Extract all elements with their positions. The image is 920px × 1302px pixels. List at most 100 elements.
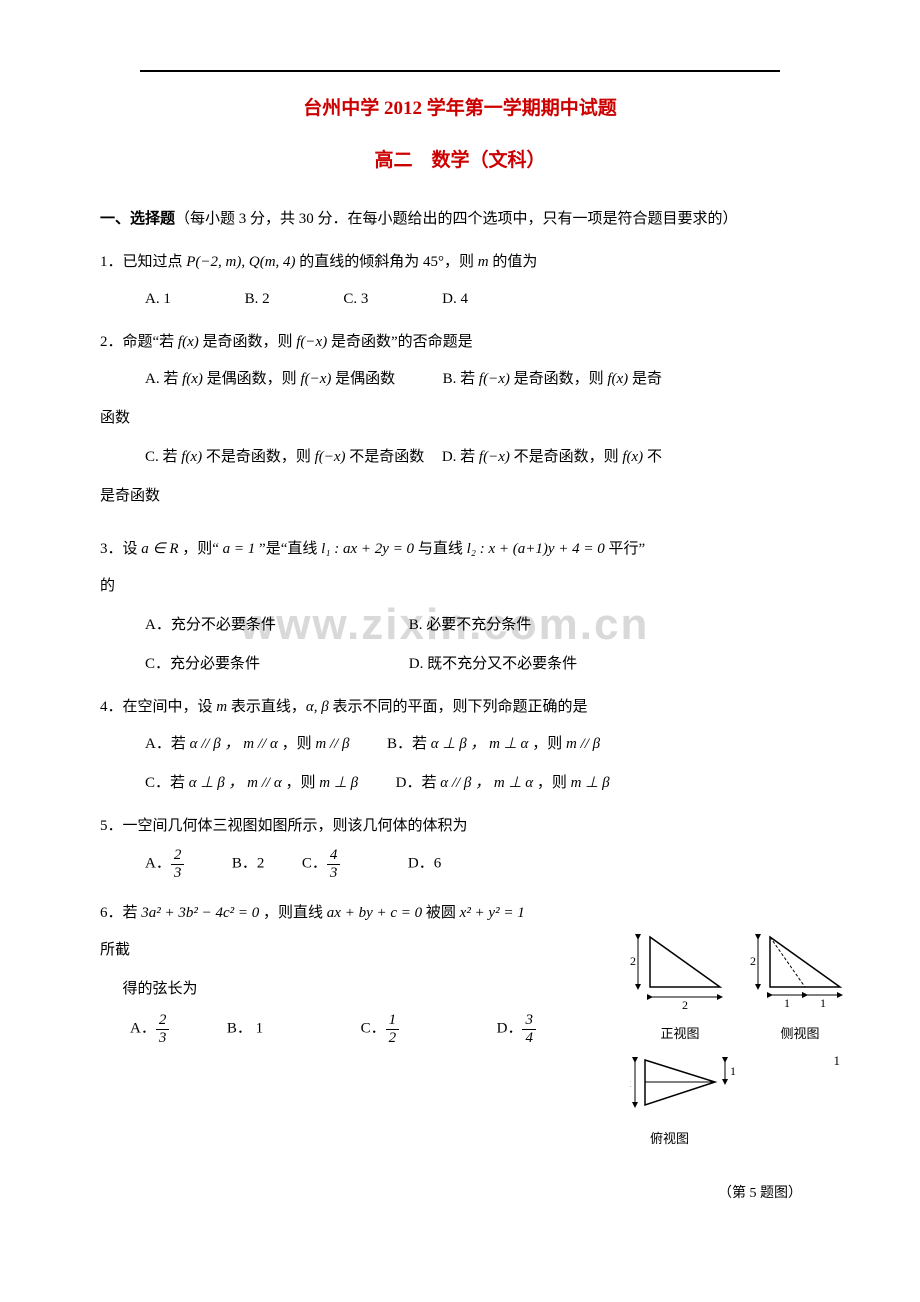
q4-A-cond: α // β ， m // α	[190, 736, 278, 752]
q3-l2: l₂ : x + (a+1)y + 4 = 0	[467, 541, 605, 557]
q2-C-fx: f(x)	[181, 449, 202, 465]
content-area: 一、选择题（每小题 3 分，共 30 分．在每小题给出的四个选项中，只有一项是符…	[60, 203, 860, 1046]
q2-C-a: C. 若	[145, 449, 181, 465]
q6-b: ，则直线	[259, 905, 327, 921]
q2-a: 2．命题“若	[100, 334, 178, 350]
q2-A-a: A. 若	[145, 371, 182, 387]
q1-A: A. 1	[145, 283, 171, 316]
q3-a1: a = 1	[223, 541, 256, 557]
q4-D-cond: α // β ， m ⊥ α	[440, 775, 533, 791]
q1-m: m	[478, 254, 489, 270]
q4-A-b: ，则	[278, 736, 316, 752]
q2-B-fmx: f(−x)	[479, 371, 510, 387]
q6-C-num: 1	[386, 1012, 400, 1030]
q5-C-frac: 43	[327, 847, 341, 881]
q2-b: 是奇函数，则	[199, 334, 297, 350]
q6-a: 6．若	[100, 905, 141, 921]
q5-A-den: 3	[171, 865, 185, 882]
q6-A-den: 3	[156, 1030, 170, 1047]
side-label: 侧视图	[750, 1022, 850, 1045]
question-3: 3．设 a ∈ R ，则“ a = 1 ”是“直线 l₁ : ax + 2y =…	[100, 533, 820, 566]
q2-D-a: D. 若	[442, 449, 479, 465]
q4-D-res: m ⊥ β	[571, 775, 610, 791]
q4-row1: A．若 α // β ， m // α ，则 m // β B．若 α ⊥ β …	[145, 728, 820, 761]
front-w: 2	[682, 998, 688, 1010]
q2-B-c: 是奇	[628, 371, 662, 387]
q6-C-frac: 12	[386, 1012, 400, 1046]
q5-A-frac: 23	[171, 847, 185, 881]
q4-D-a: D．若	[396, 775, 441, 791]
front-h: 2	[630, 954, 636, 968]
q4-C-b: ，则	[282, 775, 320, 791]
q3-b: ，则“	[179, 541, 223, 557]
q4-C-res: m ⊥ β	[319, 775, 358, 791]
q5-C-label: C．	[302, 856, 327, 872]
figure-group: 2 2 正视图 2 1 1 侧视图 2	[630, 932, 890, 1206]
q2-D-b: 不是奇函数，则	[510, 449, 623, 465]
q1-C: C. 3	[343, 283, 368, 316]
q4-ab: α, β	[306, 699, 329, 715]
q6-D-num: 3	[522, 1012, 536, 1030]
section-instr: （每小题 3 分，共 30 分．在每小题给出的四个选项中，只有一项是符合题目要求…	[175, 211, 738, 227]
q6-D-den: 4	[522, 1030, 536, 1047]
q4-B-res: m // β	[566, 736, 600, 752]
q2-D-fmx: f(−x)	[479, 449, 510, 465]
q4-B-a: B．若	[387, 736, 431, 752]
q2-cont: 函数	[100, 402, 820, 435]
section-label: 一、选择题	[100, 211, 175, 227]
q3-cont: 的	[100, 570, 820, 603]
q2-B-b: 是奇函数，则	[510, 371, 608, 387]
q4-C-cond: α ⊥ β ， m // α	[189, 775, 282, 791]
q3-c: ”是“直线	[255, 541, 321, 557]
q4-A-res: m // β	[315, 736, 349, 752]
front-label: 正视图	[630, 1022, 730, 1045]
question-6: 6．若 3a² + 3b² − 4c² = 0 ，则直线 ax + by + c…	[100, 897, 820, 930]
q5-B: B．2	[232, 856, 265, 872]
q5-D: D．6	[408, 856, 441, 872]
top-label: 俯视图	[650, 1127, 890, 1150]
q6-C-den: 2	[386, 1030, 400, 1047]
header-rule	[140, 70, 780, 72]
q1-D: D. 4	[442, 283, 468, 316]
question-5: 5．一空间几何体三视图如图所示，则该几何体的体积为	[100, 810, 820, 843]
q3-d: 与直线	[414, 541, 467, 557]
top-view-svg: 2 1	[630, 1055, 750, 1115]
q5-C-num: 4	[327, 847, 341, 865]
q6-A-num: 2	[156, 1012, 170, 1030]
q6-B: B． 1	[227, 1021, 263, 1037]
q2-A-fx: f(x)	[182, 371, 203, 387]
q4-B-cond: α ⊥ β ， m ⊥ α	[431, 736, 529, 752]
q2-C-b: 不是奇函数，则	[202, 449, 315, 465]
q5-C-den: 3	[327, 865, 341, 882]
q2-row2: C. 若 f(x) 不是奇函数，则 f(−x) 不是奇函数 D. 若 f(−x)…	[145, 441, 820, 474]
q2-A-c: 是偶函数	[331, 371, 395, 387]
side-view-svg: 2 1 1	[750, 932, 850, 1010]
q4-c: 表示不同的平面，则下列命题正确的是	[329, 699, 588, 715]
top-view: 2 1 俯视图	[630, 1055, 890, 1150]
side-h: 2	[750, 954, 756, 968]
q2-B-a: B. 若	[443, 371, 479, 387]
question-2: 2．命题“若 f(x) 是奇函数，则 f(−x) 是奇函数”的否命题是	[100, 326, 820, 359]
q4-B-b: ，则	[528, 736, 566, 752]
q2-D-c: 不	[643, 449, 662, 465]
side-w2: 1	[820, 996, 826, 1010]
q6-D-frac: 34	[522, 1012, 536, 1046]
section-header: 一、选择题（每小题 3 分，共 30 分．在每小题给出的四个选项中，只有一项是符…	[100, 203, 820, 236]
q2-cont2: 是奇函数	[100, 480, 820, 513]
q3-l1: l₁ : ax + 2y = 0	[321, 541, 414, 557]
question-4: 4．在空间中，设 m 表示直线，α, β 表示不同的平面，则下列命题正确的是	[100, 691, 820, 724]
q2-C-c: 不是奇函数	[346, 449, 425, 465]
q1-pq: P(−2, m), Q(m, 4)	[186, 254, 295, 270]
q3-aR: a ∈ R	[141, 541, 178, 557]
q2-fmx: f(−x)	[296, 334, 327, 350]
q1-text-post: 的值为	[489, 254, 538, 270]
q6-D-label: D．	[497, 1021, 523, 1037]
q6-A-frac: 23	[156, 1012, 170, 1046]
q6-circ: x² + y² = 1	[460, 905, 525, 921]
q3-row2: C．充分必要条件 D. 既不充分又不必要条件	[145, 648, 820, 681]
q3-e: 平行”	[605, 541, 645, 557]
q6-A-label: A．	[130, 1021, 156, 1037]
q6-line: ax + by + c = 0	[327, 905, 422, 921]
q3-B: B. 必要不充分条件	[409, 617, 532, 633]
q4-A-a: A．若	[145, 736, 190, 752]
